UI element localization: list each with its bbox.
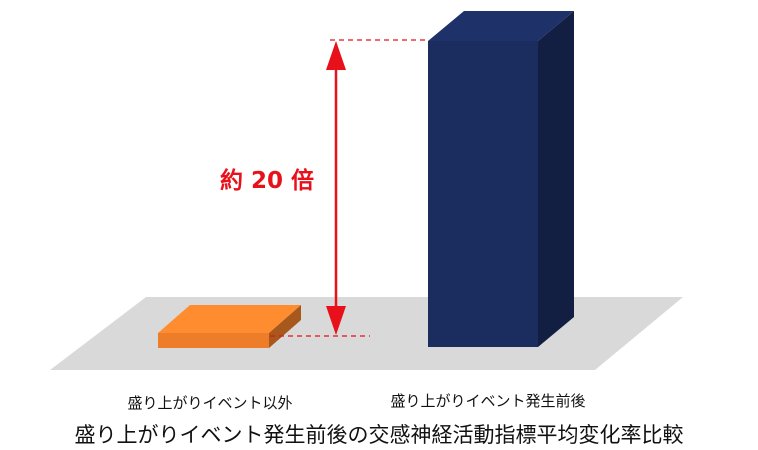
ratio-annotation: 約 20 倍	[220, 167, 314, 194]
bar-2-top	[428, 11, 574, 41]
bar-1-top	[158, 305, 301, 333]
bar-2-side	[538, 11, 574, 347]
category-label-other: 盛り上がりイベント以外	[127, 394, 292, 412]
floor-plane	[50, 297, 683, 370]
ratio-arrow-head-down	[326, 306, 346, 335]
bar-1-side	[269, 305, 301, 348]
bar-2-front	[428, 41, 538, 347]
bar-1-front	[158, 333, 269, 348]
chart-title: 盛り上がりイベント発生前後の交感神経活動指標平均変化率比較	[75, 423, 684, 447]
category-label-event: 盛り上がりイベント発生前後	[390, 392, 585, 410]
ratio-arrow-head-up	[326, 41, 346, 70]
bars-group	[158, 11, 574, 348]
